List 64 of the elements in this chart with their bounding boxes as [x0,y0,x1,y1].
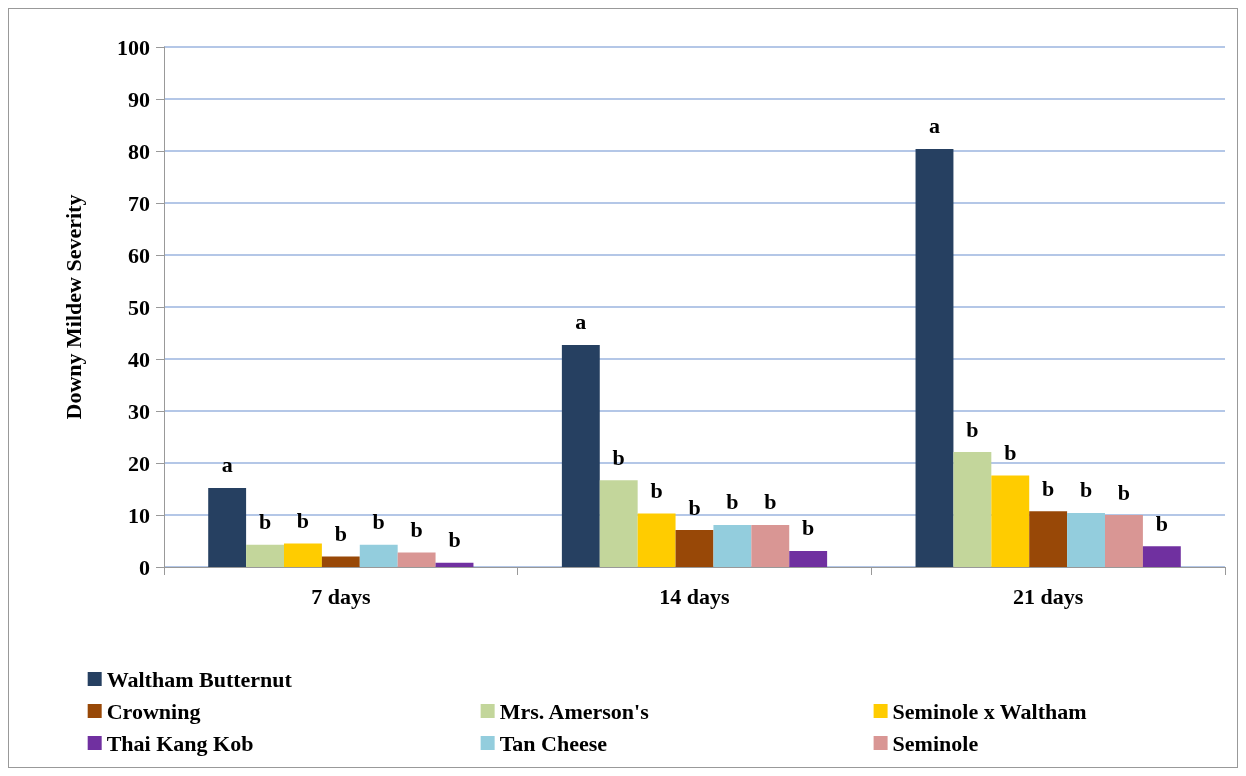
legend-label: Seminole x Waltham [892,698,1087,724]
data-label: b [410,516,423,542]
data-label: b [764,489,777,515]
data-label: b [1042,475,1055,501]
y-axis-title: Downy Mildew Severity [60,194,86,420]
bar [397,552,436,567]
bar [283,543,322,567]
bar [321,556,360,567]
data-label: b [334,521,347,547]
legend-label: Thai Kang Kob [106,730,254,756]
legend-label: Mrs. Amerson's [499,698,650,724]
data-label: b [726,489,739,515]
bar [637,513,676,567]
y-tick-label: 70 [128,190,150,216]
bar [1105,515,1143,567]
y-tick-label: 10 [128,502,150,528]
data-label: b [1117,479,1131,505]
data-label: b [1004,439,1017,465]
y-tick-label: 60 [128,242,150,268]
y-tick-label: 90 [128,86,150,112]
bar [991,475,1030,567]
data-label: b [258,509,272,535]
bar [751,524,790,567]
data-label: b [650,477,663,503]
data-label: b [966,416,979,442]
data-label: b [448,527,461,553]
data-label: b [372,509,385,535]
bar [1067,512,1106,567]
data-label: b [1079,477,1093,503]
bar [435,562,474,567]
y-tick-label: 80 [128,138,150,164]
bar [246,544,284,567]
legend-label: Tan Cheese [499,730,608,756]
x-tick-label: 7 days [311,583,371,609]
x-tick-label: 14 days [659,583,731,609]
data-label: b [612,444,625,470]
bar [359,544,398,567]
data-label: a [575,309,587,335]
legend-label: Seminole [892,730,979,756]
bar [599,480,638,567]
y-tick-label: 100 [117,34,150,60]
bar [915,148,954,567]
bar [953,452,992,567]
y-tick-label: 50 [128,294,150,320]
data-label: b [802,515,815,541]
data-label: b [1155,510,1168,536]
data-label: b [296,508,310,534]
y-tick-label: 30 [128,398,150,424]
data-label: a [221,452,233,478]
x-tick-label: 21 days [1013,583,1084,609]
data-label: a [928,113,940,139]
data-label: b [688,494,701,520]
bar [208,487,247,567]
bar [675,530,714,567]
bar [1029,511,1068,567]
bar [1142,546,1181,567]
bar [561,344,600,567]
legend-label: Crowning [106,698,201,724]
bar [789,550,828,567]
y-tick-label: 40 [128,346,150,372]
y-tick-label: 20 [128,450,150,476]
y-tick-label: 0 [139,554,150,580]
legend-label: Waltham Butternut [106,666,293,692]
bar [713,524,752,567]
